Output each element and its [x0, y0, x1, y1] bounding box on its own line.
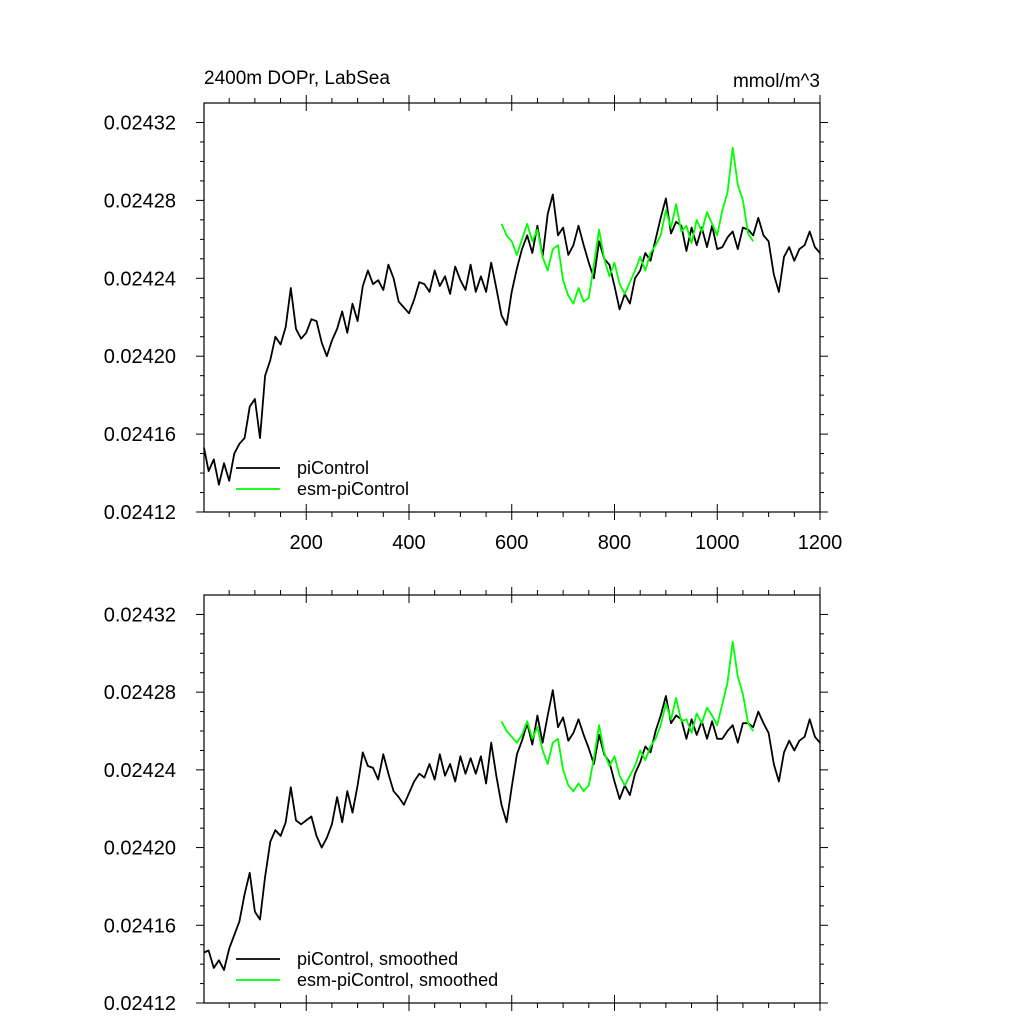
legend-label: esm-piControl, smoothed: [297, 970, 498, 990]
x-tick-label: 200: [290, 532, 323, 554]
y-tick-label: 0.02416: [104, 915, 176, 937]
x-tick-label: 1000: [695, 532, 740, 554]
x-tick-label: 400: [392, 532, 425, 554]
legend-label: piControl: [297, 458, 369, 478]
chart-title: 2400m DOPr, LabSea: [204, 68, 390, 89]
chart-units: mmol/m^3: [733, 71, 820, 92]
legend-label: piControl, smoothed: [297, 949, 458, 969]
y-tick-label: 0.02432: [104, 604, 176, 626]
series-line-picontrol: [203, 193, 821, 486]
y-tick-label: 0.02420: [104, 838, 176, 860]
plot-frame: [203, 594, 821, 1004]
y-tick-label: 0.02412: [104, 993, 176, 1015]
x-tick-label: 1200: [798, 532, 843, 554]
legend-label: esm-piControl: [297, 479, 409, 499]
chart-panel-bottom: 0.02412 0.02416 0.02420 0.02424 0.02428 0.024…: [104, 587, 828, 1015]
x-tick-label: 600: [495, 532, 528, 554]
chart-panel-top: 2400m DOPr, LabSea mmol/m^3 200 400 600 800…: [104, 68, 843, 554]
y-tick-label: 0.02416: [104, 424, 176, 446]
x-tick-label: 800: [598, 532, 631, 554]
y-tick-label: 0.02428: [104, 190, 176, 212]
y-tick-label: 0.02420: [104, 346, 176, 368]
y-tick-label: 0.02432: [104, 112, 176, 134]
y-tick-label: 0.02424: [104, 268, 176, 290]
y-tick-label: 0.02412: [104, 502, 176, 524]
y-tick-label: 0.02424: [104, 760, 176, 782]
series-line-esm-picontrol: [500, 146, 754, 305]
series-line-esm-picontrol: [500, 640, 754, 793]
series-line-picontrol: [203, 689, 821, 971]
y-tick-label: 0.02428: [104, 682, 176, 704]
plot-frame: [203, 102, 821, 513]
